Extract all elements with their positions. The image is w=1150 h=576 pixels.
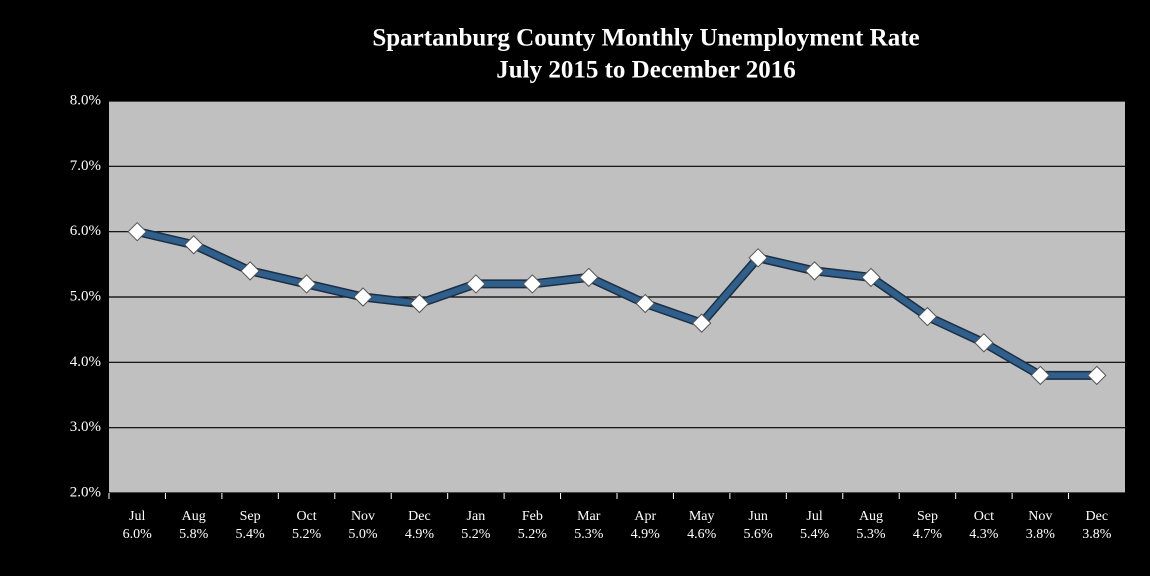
chart-subtitle: July 2015 to December 2016 <box>496 57 796 84</box>
x-tick-label: Jun <box>748 509 767 524</box>
x-value-label: 3.8% <box>1082 527 1112 542</box>
x-tick-label: Aug <box>182 509 206 524</box>
x-value-label: 5.2% <box>518 527 548 542</box>
x-value-label: 5.6% <box>744 527 774 542</box>
y-tick-label: 3.0% <box>70 419 101 435</box>
x-value-label: 5.2% <box>292 527 322 542</box>
x-value-label: 5.3% <box>574 527 604 542</box>
marker <box>804 261 825 281</box>
marker <box>974 333 994 353</box>
x-value-label: 5.0% <box>348 527 378 542</box>
marker <box>240 261 260 281</box>
x-tick-label: Nov <box>1028 509 1052 524</box>
x-tick-label: Mar <box>577 509 601 524</box>
marker <box>522 274 543 294</box>
x-value-label: 5.8% <box>179 527 209 542</box>
marker <box>579 267 599 288</box>
x-value-label: 4.9% <box>631 527 661 542</box>
marker <box>1030 365 1051 386</box>
marker <box>183 235 204 255</box>
x-tick-label: Dec <box>1086 509 1109 524</box>
marker <box>917 306 938 327</box>
x-tick-label: Jul <box>129 509 145 524</box>
y-tick-label: 5.0% <box>70 288 101 304</box>
line <box>136 228 1097 379</box>
marker <box>861 267 881 288</box>
x-tick-label: Oct <box>296 509 316 524</box>
x-value-label: 6.0% <box>123 527 153 542</box>
x-value-label: 5.3% <box>856 527 886 542</box>
x-value-label: 4.9% <box>405 527 435 542</box>
y-tick-label: 7.0% <box>70 158 101 174</box>
marker <box>353 287 373 307</box>
x-value-label: 5.4% <box>800 527 830 542</box>
x-tick-label: Apr <box>634 509 656 524</box>
x-tick-label: May <box>689 509 715 524</box>
x-tick-label: Dec <box>408 509 431 524</box>
x-tick-label: Sep <box>917 509 938 524</box>
x-tick-label: Nov <box>351 509 375 524</box>
x-value-label: 5.2% <box>461 527 491 542</box>
marker <box>127 221 147 242</box>
marker <box>635 293 655 314</box>
y-tick-label: 2.0% <box>70 484 101 500</box>
x-tick-label: Aug <box>859 509 883 524</box>
marker <box>296 274 317 294</box>
x-value-label: 3.8% <box>1026 527 1056 542</box>
marker <box>1087 365 1107 386</box>
y-tick-label: 4.0% <box>70 354 101 370</box>
x-tick-label: Sep <box>240 509 261 524</box>
x-tick-label: Jan <box>467 509 486 524</box>
y-tick-label: 8.0% <box>70 92 101 108</box>
marker <box>466 274 486 294</box>
x-tick-label: Feb <box>522 509 543 524</box>
y-tick-label: 6.0% <box>70 223 101 239</box>
marker <box>409 293 430 314</box>
chart-title: Spartanburg County Monthly Unemployment … <box>372 25 919 52</box>
x-tick-label: Jul <box>806 509 822 524</box>
x-value-label: 4.6% <box>687 527 717 542</box>
x-value-label: 5.4% <box>236 527 266 542</box>
marker <box>691 313 712 333</box>
x-value-label: 4.3% <box>969 527 999 542</box>
marker <box>748 248 768 268</box>
x-tick-label: Oct <box>974 509 994 524</box>
x-value-label: 4.7% <box>913 527 943 542</box>
